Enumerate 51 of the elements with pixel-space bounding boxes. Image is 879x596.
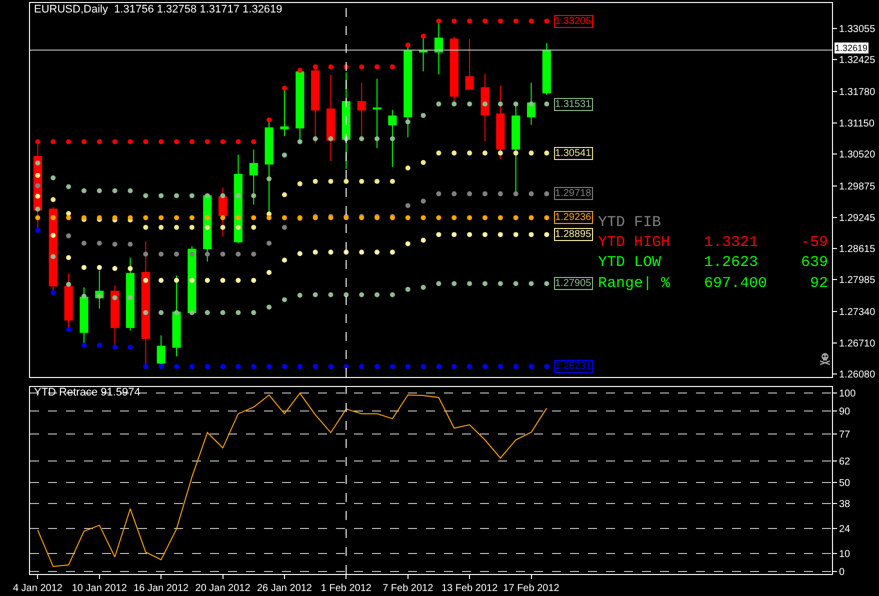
x-tick-label: 13 Feb 2012 <box>441 583 498 594</box>
y-tick-label: 50 <box>839 478 851 489</box>
data-label: 1.30541 <box>555 148 592 159</box>
y-tick-label: 77 <box>839 430 851 441</box>
y-tick-label: 1.26080 <box>839 370 876 381</box>
y-tick-label: 10 <box>839 549 851 560</box>
data-label: 1.31531 <box>555 99 592 110</box>
data-label: 1.27905 <box>555 278 592 289</box>
data-label: 1.29718 <box>555 188 592 199</box>
x-tick-label: 17 Feb 2012 <box>503 583 560 594</box>
x-tick-label: 10 Jan 2012 <box>72 583 128 594</box>
annotation: 1.3321 <box>704 234 758 251</box>
x-tick-label: 1 Feb 2012 <box>320 583 372 594</box>
annotation: 639 <box>801 254 828 271</box>
data-label: 1.29236 <box>555 212 592 223</box>
y-tick-label: 1.27985 <box>839 275 876 286</box>
y-tick-label: 1.31150 <box>839 118 875 130</box>
y-tick-label: 1.29875 <box>839 182 876 193</box>
y-tick-label: 1.27340 <box>839 307 876 318</box>
annotation: 1.2623 <box>704 254 758 271</box>
x-tick-label: 4 Jan 2012 <box>12 583 63 594</box>
data-label: 1.33205 <box>555 16 592 27</box>
y-tick-label: 38 <box>839 499 851 510</box>
annotation: YTD HIGH <box>598 234 670 251</box>
annotation: YTD LOW <box>598 254 662 271</box>
annotation: YTD FIB <box>598 214 662 231</box>
y-tick-label: 1.26710 <box>839 338 876 350</box>
x-tick-label: 16 Jan 2012 <box>134 583 190 594</box>
y-tick-label: 1.32425 <box>839 55 876 66</box>
y-tick-label: 90 <box>839 406 851 418</box>
annotation: 697.400 <box>704 275 768 292</box>
y-tick-label: 1.31780 <box>839 87 876 98</box>
y-tick-label: 0 <box>839 566 845 578</box>
data-label: 1.28895 <box>555 229 592 240</box>
data-label: 1.26231 <box>555 361 592 372</box>
y-tick-label: 1.33055 <box>839 24 876 36</box>
x-tick-label: 20 Jan 2012 <box>195 583 251 594</box>
ref-line-label: 1.32619 <box>835 43 868 53</box>
x-tick-label: 26 Jan 2012 <box>256 583 312 594</box>
y-tick-label: 24 <box>839 524 851 536</box>
y-tick-label: 1.29245 <box>839 212 876 224</box>
chart-title: YTD Retrace 91.5974 <box>34 386 140 399</box>
annotation: 92 <box>810 275 828 292</box>
y-tick-label: 100 <box>839 388 856 400</box>
annotation: Range| % <box>598 275 672 292</box>
x-tick-label: 7 Feb 2012 <box>382 583 434 594</box>
annotation: -59 <box>801 234 828 251</box>
y-tick-label: 1.30520 <box>839 150 876 161</box>
chart-title: EURUSD,Daily 1.31756 1.32758 1.31717 1.32619 <box>34 4 282 16</box>
y-tick-label: 62 <box>839 456 851 468</box>
y-tick-label: 1.28615 <box>839 244 876 255</box>
